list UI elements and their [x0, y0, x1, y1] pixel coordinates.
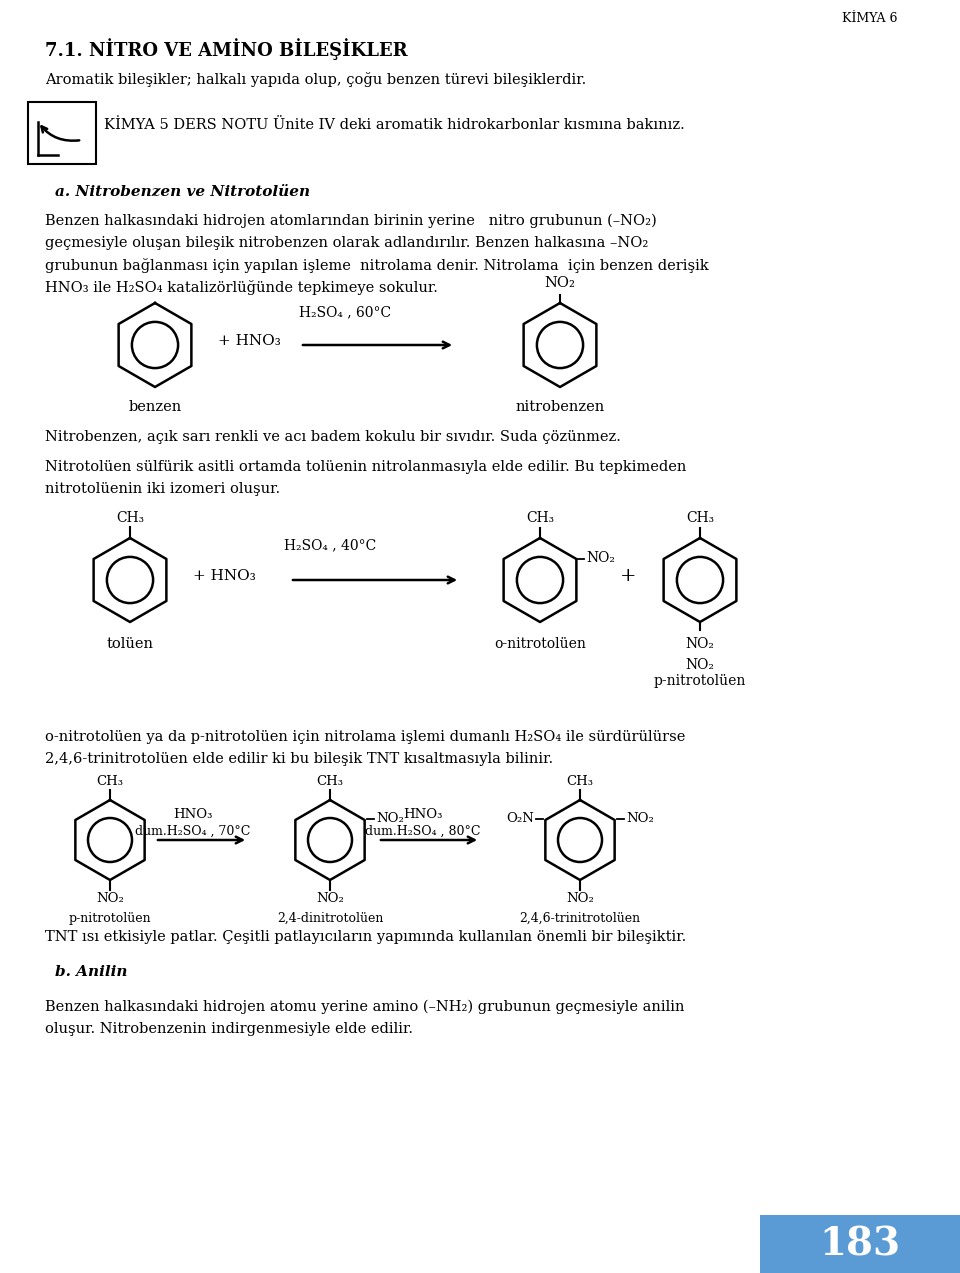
Text: CH₃: CH₃	[566, 775, 593, 788]
Text: 2,4-dinitrotolüen: 2,4-dinitrotolüen	[276, 911, 383, 925]
Text: NO₂: NO₂	[376, 811, 404, 825]
Text: Benzen halkasındaki hidrojen atomlarından birinin yerine   nitro grubunun (–NO₂): Benzen halkasındaki hidrojen atomlarında…	[45, 214, 657, 228]
Text: NO₂: NO₂	[685, 658, 714, 672]
Text: TNT ısı etkisiyle patlar. Çeşitli patlayıcıların yapımında kullanılan önemli bir: TNT ısı etkisiyle patlar. Çeşitli patlay…	[45, 931, 686, 945]
Text: nitrotolüenin iki izomeri oluşur.: nitrotolüenin iki izomeri oluşur.	[45, 482, 280, 496]
Text: a. Nitrobenzen ve Nitrotolüen: a. Nitrobenzen ve Nitrotolüen	[55, 185, 310, 199]
Text: p-nitrotolüen: p-nitrotolüen	[69, 911, 152, 925]
Text: dum.H₂SO₄ , 70°C: dum.H₂SO₄ , 70°C	[135, 825, 251, 838]
Text: NO₂: NO₂	[626, 811, 654, 825]
Text: +: +	[620, 566, 636, 586]
Text: grubunun bağlanması için yapılan işleme  nitrolama denir. Nitrolama  için benzen: grubunun bağlanması için yapılan işleme …	[45, 258, 708, 272]
Text: KİMYA 5 DERS NOTU Ünite IV deki aromatik hidrokarbonlar kısmına bakınız.: KİMYA 5 DERS NOTU Ünite IV deki aromatik…	[104, 118, 684, 132]
Text: tolüen: tolüen	[107, 636, 154, 651]
Text: 2,4,6-trinitrotolüen elde edilir ki bu bileşik TNT kısaltmasıyla bilinir.: 2,4,6-trinitrotolüen elde edilir ki bu b…	[45, 752, 553, 766]
Text: + HNO₃: + HNO₃	[218, 334, 280, 348]
Text: NO₂: NO₂	[586, 551, 615, 565]
Text: p-nitrotolüen: p-nitrotolüen	[654, 673, 746, 687]
Text: NO₂: NO₂	[316, 892, 344, 905]
Text: H₂SO₄ , 60°C: H₂SO₄ , 60°C	[299, 306, 391, 320]
Text: oluşur. Nitrobenzenin indirgenmesiyle elde edilir.: oluşur. Nitrobenzenin indirgenmesiyle el…	[45, 1022, 413, 1036]
Text: o-nitrotolüen ya da p-nitrotolüen için nitrolama işlemi dumanlı H₂SO₄ ile sürdür: o-nitrotolüen ya da p-nitrotolüen için n…	[45, 729, 685, 743]
Text: KİMYA 6: KİMYA 6	[842, 11, 898, 25]
Text: NO₂: NO₂	[566, 892, 594, 905]
FancyBboxPatch shape	[760, 1214, 960, 1273]
Text: H₂SO₄ , 40°C: H₂SO₄ , 40°C	[284, 538, 376, 552]
Text: CH₃: CH₃	[686, 510, 714, 524]
Text: HNO₃: HNO₃	[174, 808, 213, 821]
Text: NO₂: NO₂	[685, 636, 714, 651]
Text: geçmesiyle oluşan bileşik nitrobenzen olarak adlandırılır. Benzen halkasına –NO₂: geçmesiyle oluşan bileşik nitrobenzen ol…	[45, 236, 648, 250]
Text: O₂N: O₂N	[506, 811, 534, 825]
Text: 183: 183	[820, 1225, 900, 1263]
Text: Benzen halkasındaki hidrojen atomu yerine amino (–NH₂) grubunun geçmesiyle anili: Benzen halkasındaki hidrojen atomu yerin…	[45, 1001, 684, 1015]
Text: 2,4,6-trinitrotolüen: 2,4,6-trinitrotolüen	[519, 911, 640, 925]
Text: CH₃: CH₃	[116, 510, 144, 524]
Text: b. Anilin: b. Anilin	[55, 965, 128, 979]
Text: HNO₃ ile H₂SO₄ katalizörlüğünde tepkimeye sokulur.: HNO₃ ile H₂SO₄ katalizörlüğünde tepkimey…	[45, 280, 438, 295]
Text: o-nitrotolüen: o-nitrotolüen	[494, 636, 586, 651]
Text: + HNO₃: + HNO₃	[193, 569, 255, 583]
Text: Aromatik bileşikler; halkalı yapıda olup, çoğu benzen türevi bileşiklerdir.: Aromatik bileşikler; halkalı yapıda olup…	[45, 73, 587, 87]
Text: CH₃: CH₃	[317, 775, 344, 788]
Text: 7.1. NİTRO VE AMİNO BİLEŞİKLER: 7.1. NİTRO VE AMİNO BİLEŞİKLER	[45, 38, 408, 60]
Text: nitrobenzen: nitrobenzen	[516, 400, 605, 414]
Text: Nitrotolüen sülfürik asitli ortamda tolüenin nitrolanmasıyla elde edilir. Bu tep: Nitrotolüen sülfürik asitli ortamda tolü…	[45, 460, 686, 474]
FancyBboxPatch shape	[28, 102, 96, 164]
Text: NO₂: NO₂	[544, 276, 575, 290]
Text: dum.H₂SO₄ , 80°C: dum.H₂SO₄ , 80°C	[365, 825, 481, 838]
Text: CH₃: CH₃	[97, 775, 124, 788]
Text: HNO₃: HNO₃	[403, 808, 443, 821]
Text: benzen: benzen	[129, 400, 181, 414]
Text: CH₃: CH₃	[526, 510, 554, 524]
Text: Nitrobenzen, açık sarı renkli ve acı badem kokulu bir sıvıdır. Suda çözünmez.: Nitrobenzen, açık sarı renkli ve acı bad…	[45, 430, 621, 444]
Text: NO₂: NO₂	[96, 892, 124, 905]
